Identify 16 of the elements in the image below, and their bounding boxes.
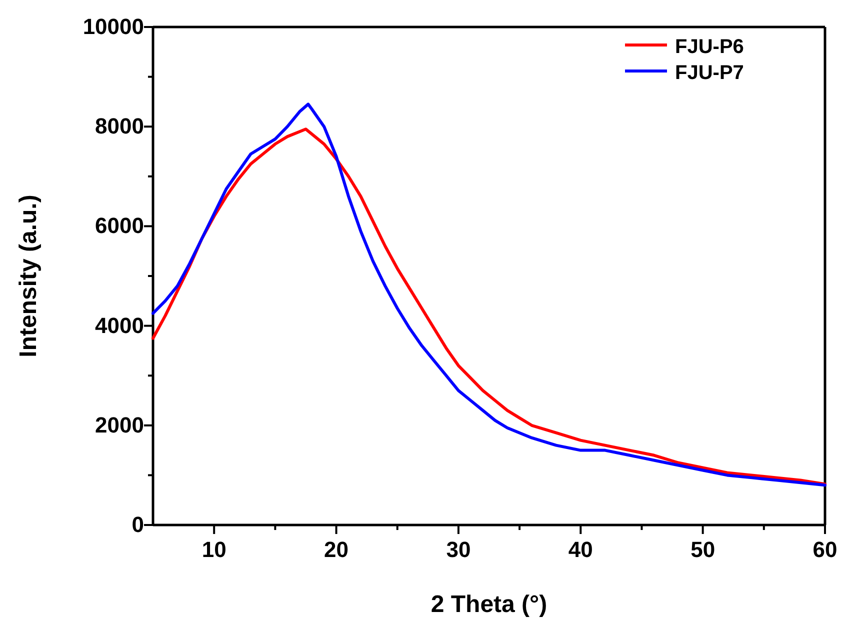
y-tick-label: 10000 [82,14,144,40]
y-tick-label: 0 [132,512,144,538]
y-axis-title: Intensity (a.u.) [15,194,42,358]
y-tick-label: 8000 [95,114,144,139]
x-tick-label: 20 [324,537,349,562]
y-tick-label: 6000 [95,213,144,238]
y-tick-label: 2000 [95,412,144,438]
x-axis-title: 2 Theta (°) [430,591,548,618]
y-tick-label: 4000 [95,312,144,338]
x-tick-label: 50 [690,537,716,562]
legend-label: FJU-P7 [675,62,744,84]
x-tick-label: 60 [812,537,838,562]
x-tick-label: 10 [202,537,226,562]
x-tick-label: 30 [446,537,471,562]
legend-label: FJU-P6 [675,36,744,58]
x-tick-label: 40 [568,537,593,562]
